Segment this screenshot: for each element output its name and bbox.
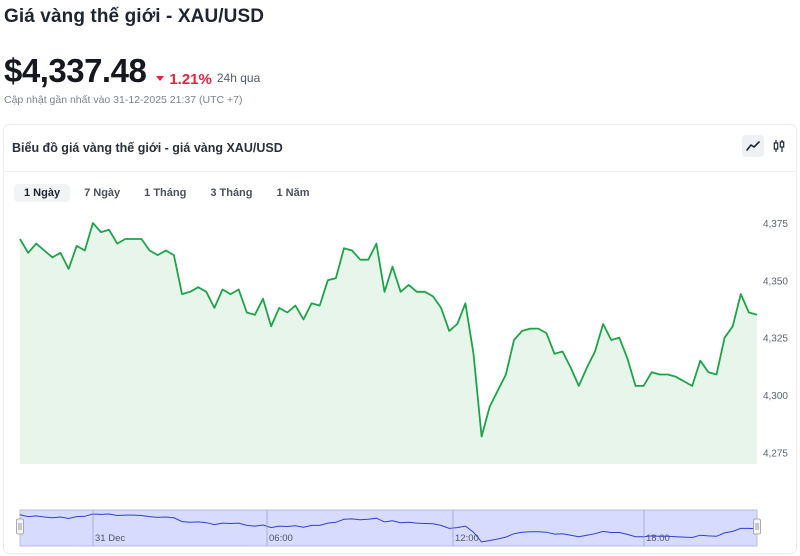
tab-1-year[interactable]: 1 Năm (276, 187, 310, 199)
tab-1-day[interactable]: 1 Ngày (14, 184, 71, 202)
candlestick-icon (773, 140, 785, 152)
navigator-selection[interactable] (19, 509, 758, 547)
y-tick-label: 4,275 (763, 449, 788, 460)
navigator-line (19, 513, 758, 543)
price-change: 1.21% (156, 71, 212, 88)
navigator-time-label: 31 Dec (95, 533, 125, 544)
change-period: 24h qua (216, 71, 261, 85)
tab-1-month[interactable]: 1 Tháng (144, 187, 187, 199)
current-price: $4,337.48 (4, 52, 147, 89)
navigator-time-label: 06:00 (269, 533, 293, 544)
price-line (19, 222, 758, 438)
navigator-time-label: 12:00 (455, 533, 479, 544)
y-tick-label: 4,350 (763, 276, 788, 287)
line-chart-button[interactable] (742, 135, 764, 157)
navigator-right-handle[interactable] (753, 518, 761, 535)
price-area (20, 223, 757, 464)
page-title: Giá vàng thế giới - XAU/USD (4, 6, 265, 27)
line-chart-icon (746, 141, 760, 151)
chart-type-toggle (742, 135, 790, 157)
chart-title: Biểu đồ giá vàng thế giới - giá vàng XAU… (12, 141, 283, 155)
tab-3-months[interactable]: 3 Tháng (210, 187, 253, 199)
tab-7-days[interactable]: 7 Ngày (84, 187, 121, 199)
change-percent: 1.21% (169, 71, 212, 88)
candlestick-button[interactable] (768, 135, 790, 157)
y-tick-label: 4,300 (763, 391, 788, 402)
last-updated: Cập nhật gần nhất vào 31-12-2025 21:37 (… (4, 94, 243, 106)
y-tick-label: 4,375 (763, 219, 788, 230)
navigator-left-handle[interactable] (16, 518, 24, 535)
price-row: $4,337.48 1.21% 24h qua (4, 52, 260, 90)
card-divider (4, 171, 796, 172)
navigator-time-label: 18:00 (646, 533, 670, 544)
chart-card: Biểu đồ giá vàng thế giới - giá vàng XAU… (3, 124, 797, 554)
down-arrow-icon (156, 76, 165, 81)
y-tick-label: 4,325 (763, 334, 788, 345)
range-tabs: 1 Ngày 7 Ngày 1 Tháng 3 Tháng 1 Năm (14, 184, 320, 202)
